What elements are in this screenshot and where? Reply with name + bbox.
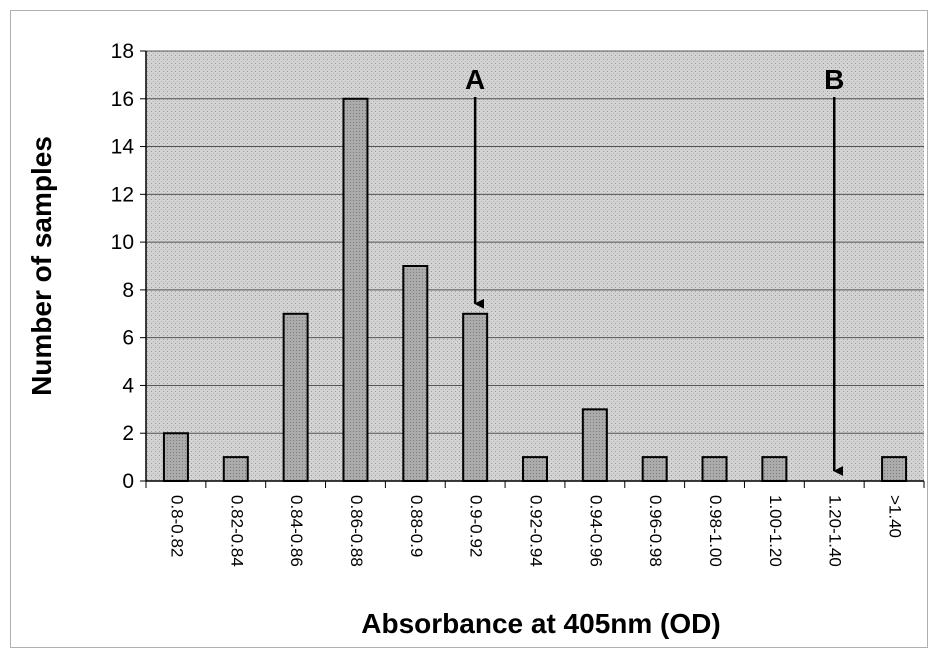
- x-tick-label: 1.00-1.20: [766, 495, 785, 567]
- bar: [282, 312, 309, 482]
- bar: [462, 312, 489, 482]
- y-tick-labels: 0 2 4 6 8 10 12 14 16 18: [111, 40, 146, 493]
- bar: [222, 456, 249, 483]
- x-tick-label: 0.94-0.96: [586, 495, 605, 567]
- plot-area: [146, 51, 924, 481]
- annotation-label: A: [465, 64, 485, 95]
- y-axis-title: Number of samples: [26, 136, 57, 396]
- x-tick-label: 0.86-0.88: [347, 495, 366, 567]
- x-tick-label: 0.9-0.92: [467, 495, 486, 557]
- x-tick-label: 0.8-0.82: [167, 495, 186, 557]
- bar: [522, 456, 548, 483]
- x-tick-label: 0.92-0.94: [527, 495, 546, 567]
- x-tick-label: 0.82-0.84: [227, 495, 246, 567]
- y-tick-label: 16: [111, 88, 134, 111]
- bar: [701, 456, 728, 483]
- chart-frame: 0 2 4 6 8 10 12 14 16 18 0.8-0.82 0.82-0.84 0.84-0.…: [10, 10, 928, 648]
- bar: [402, 265, 429, 482]
- histogram-chart: 0 2 4 6 8 10 12 14 16 18 0.8-0.82 0.82-0.84 0.84-0.…: [26, 40, 925, 639]
- x-tick-label: 0.84-0.86: [287, 495, 306, 567]
- y-tick-label: 0: [122, 470, 134, 493]
- axes: [145, 51, 924, 482]
- y-tick-label: 10: [111, 231, 134, 254]
- x-tick-labels: 0.8-0.82 0.82-0.84 0.84-0.86 0.86-0.88 0.88-…: [145, 481, 925, 567]
- bars: [162, 97, 908, 483]
- x-tick-label: >1.40: [886, 495, 905, 538]
- bar: [581, 408, 608, 483]
- y-tick-label: 4: [122, 374, 134, 397]
- y-tick-label: 8: [122, 279, 134, 302]
- x-tick-label: 1.20-1.40: [826, 495, 845, 567]
- x-tick-label: 0.98-1.00: [706, 495, 725, 567]
- bar: [641, 456, 668, 483]
- y-tick-label: 12: [111, 183, 134, 206]
- gridlines: [146, 50, 924, 434]
- bar: [342, 97, 369, 483]
- x-axis-title: Absorbance at 405nm (OD): [361, 608, 720, 639]
- x-tick-label: 0.88-0.9: [407, 495, 426, 557]
- y-tick-label: 14: [111, 136, 135, 159]
- bar: [761, 456, 788, 483]
- bar: [162, 432, 189, 483]
- y-tick-label: 6: [122, 327, 134, 350]
- x-tick-label: 0.96-0.98: [646, 495, 665, 567]
- y-tick-label: 2: [122, 422, 134, 445]
- bar: [881, 456, 908, 483]
- y-tick-label: 18: [111, 40, 134, 63]
- annotation-label: B: [824, 64, 844, 95]
